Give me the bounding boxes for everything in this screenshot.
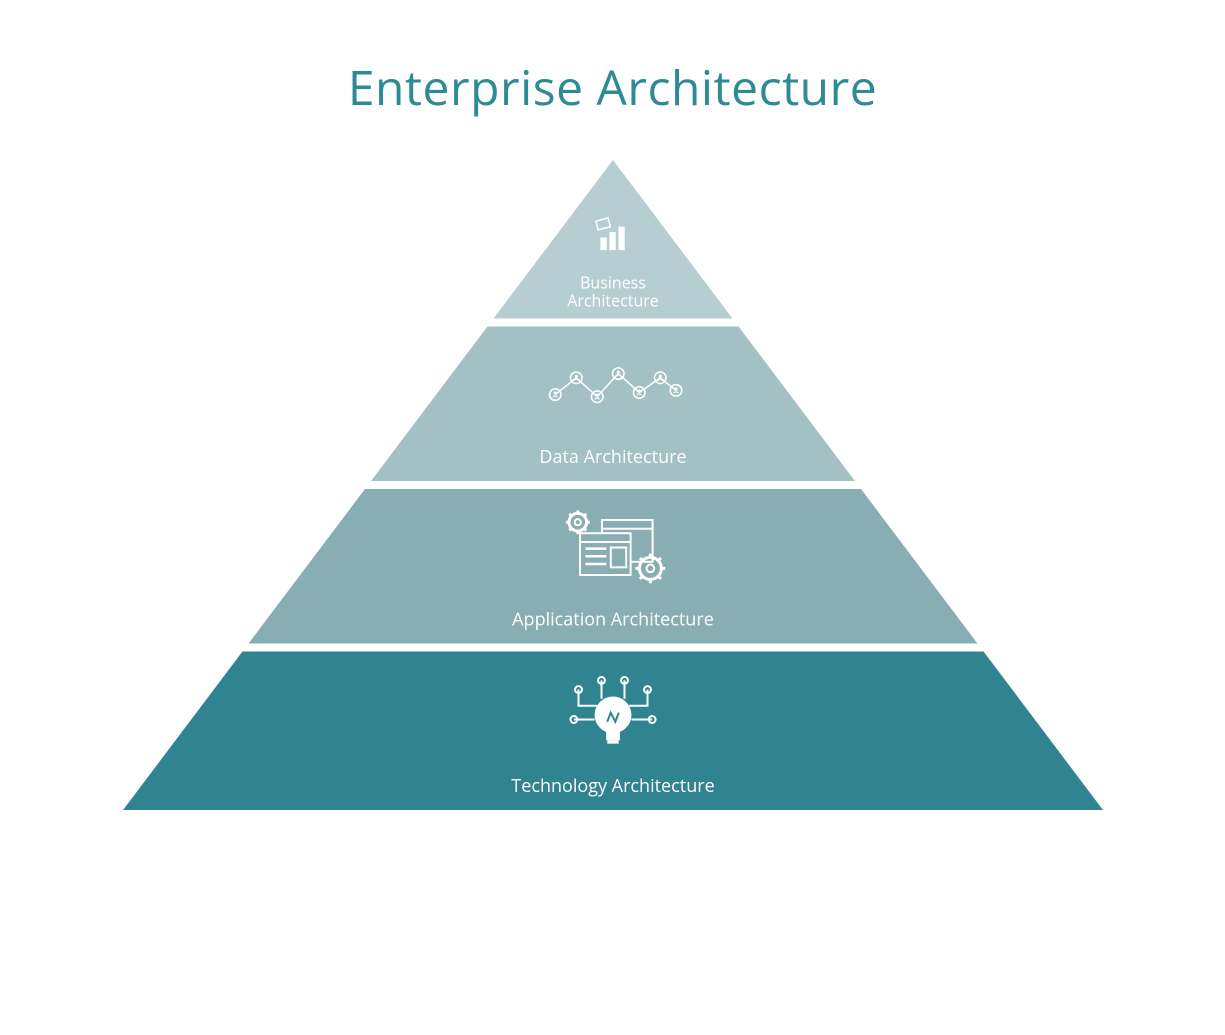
pyramid-layer-data: Data Architecture — [371, 327, 855, 482]
pyramid-layer-technology: Technology Architecture — [123, 652, 1103, 811]
layer-label-data: Data Architecture — [539, 445, 686, 469]
pyramid-diagram: BusinessArchitecture Data Architecture App… — [103, 150, 1123, 830]
pyramid-layer-application: Application Architecture — [248, 489, 977, 644]
layer-label-application: Application Architecture — [512, 608, 714, 632]
layer-label-technology: Technology Architecture — [511, 774, 714, 798]
layer-label-business-2: Architecture — [567, 290, 659, 312]
pyramid-layer-business: BusinessArchitecture — [493, 160, 732, 319]
page-title: Enterprise Architecture — [0, 55, 1225, 120]
